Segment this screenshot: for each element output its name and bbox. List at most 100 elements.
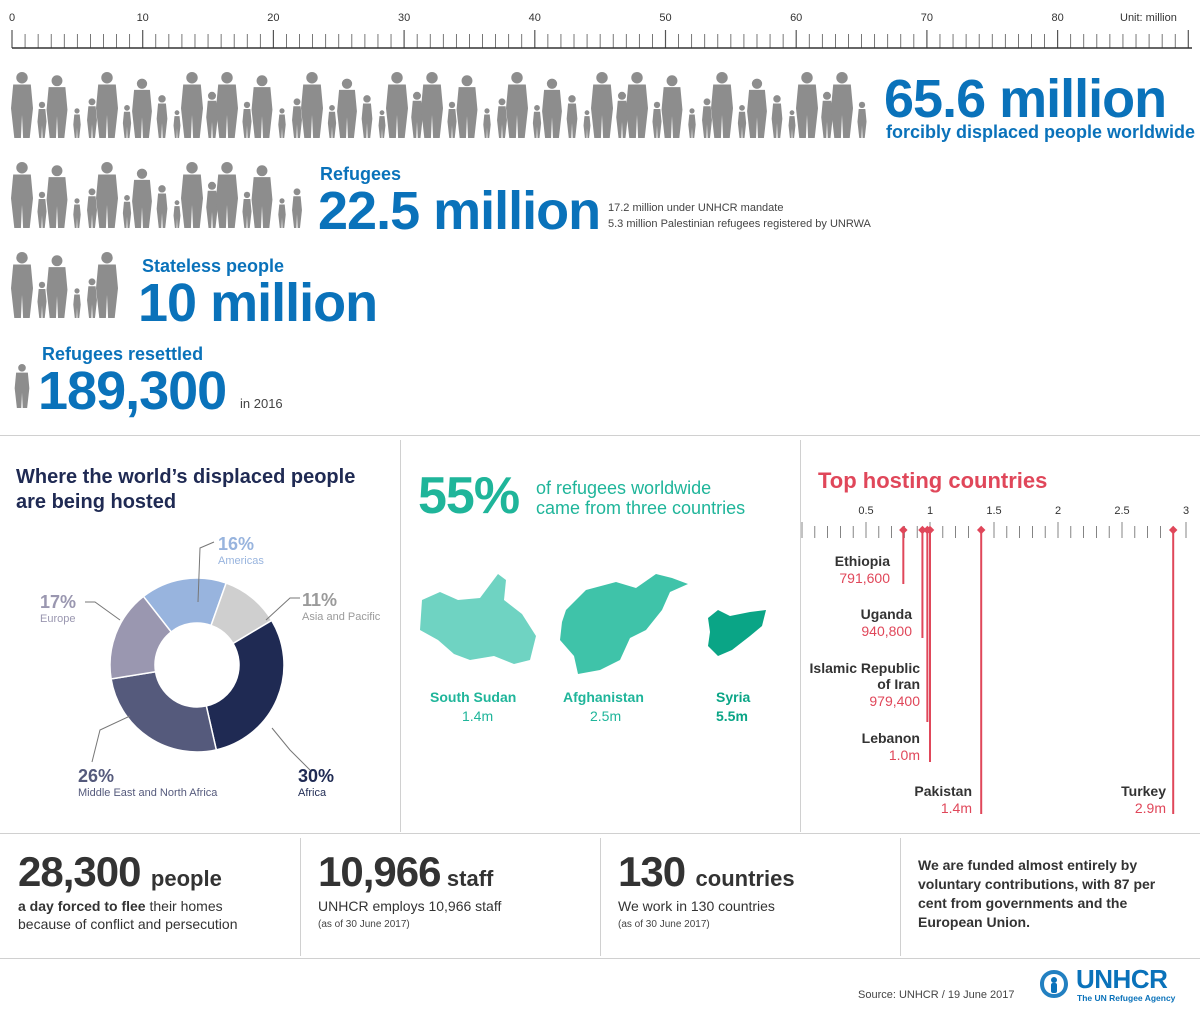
label-europe: 17% Europe xyxy=(40,592,76,625)
ruler-svg xyxy=(11,30,1192,49)
people-line-1b: their homes xyxy=(145,898,223,914)
person-silhouette xyxy=(566,95,578,138)
person-silhouette xyxy=(206,181,218,228)
hosting-tick-label: 2.5 xyxy=(1114,505,1129,517)
ruler-tick-label: 10 xyxy=(136,12,149,24)
stat-people: 28,300 people xyxy=(18,848,222,896)
person-silhouette xyxy=(11,72,33,138)
donut-slice-middle-east-and-north-africa xyxy=(110,670,218,753)
people-value: 28,300 xyxy=(18,848,141,895)
hosted-donut-chart xyxy=(85,541,311,771)
people-row-stateless xyxy=(11,252,118,318)
person-silhouette xyxy=(497,98,507,138)
person-silhouette xyxy=(661,75,683,138)
person-silhouette xyxy=(747,78,767,138)
staff-unit: staff xyxy=(446,866,494,891)
person-silhouette xyxy=(87,98,97,138)
staff-line-2: (as of 30 June 2017) xyxy=(318,919,410,930)
person-silhouette xyxy=(37,281,47,318)
afghanistan-value: 2.5m xyxy=(590,708,622,724)
hosted-title-2: are being hosted xyxy=(16,491,177,513)
stateless-label: Stateless people xyxy=(142,256,285,276)
person-silhouette xyxy=(251,75,273,138)
africa-name: Africa xyxy=(298,787,327,799)
countries-unit: countries xyxy=(695,866,795,891)
syria-map xyxy=(708,610,766,656)
countries-line-1: We work in 130 countries xyxy=(618,898,775,914)
person-silhouette xyxy=(46,75,68,138)
ruler-tick-label: 20 xyxy=(267,12,280,24)
label-africa: 30% Africa xyxy=(298,766,334,799)
person-silhouette xyxy=(96,72,118,138)
ruler-tick-label: 30 xyxy=(397,12,411,24)
divider-f2 xyxy=(600,838,601,956)
person-silhouette xyxy=(292,98,302,138)
person-silhouette xyxy=(37,101,47,138)
person-silhouette xyxy=(87,188,97,228)
stateless-value: 10 million xyxy=(138,273,378,333)
people-silhouettes xyxy=(11,72,867,408)
people-line-1: a day forced to flee their homes xyxy=(18,898,223,914)
people-unit: people xyxy=(150,866,222,891)
hosting-tick-label: 3 xyxy=(1183,505,1189,517)
hosting-tick-label: 1 xyxy=(927,505,933,517)
label-americas: 16% Americas xyxy=(218,534,264,567)
hosting-marker xyxy=(976,525,986,535)
africa-pct: 30% xyxy=(298,766,335,786)
logo-subtext: The UN Refugee Agency xyxy=(1077,993,1176,1003)
person-silhouette xyxy=(278,108,286,138)
americas-name: Americas xyxy=(218,555,264,567)
hosting-bars xyxy=(899,525,1178,814)
person-silhouette xyxy=(173,110,181,138)
stat-staff: 10,966 staff xyxy=(318,848,493,896)
countries-value: 130 xyxy=(618,848,686,895)
ruler-tick-label: 0 xyxy=(8,12,16,24)
hosting-axis: 0.5 1 1.5 2 2.5 3 xyxy=(801,505,1189,538)
person-silhouette xyxy=(361,95,373,138)
europe-name: Europe xyxy=(40,613,76,625)
divider-v2 xyxy=(800,440,801,832)
hosting-tick-label: 0.5 xyxy=(858,505,873,517)
person-silhouette xyxy=(156,95,168,138)
mena-name: Middle East and North Africa xyxy=(78,787,218,799)
person-silhouette xyxy=(278,198,286,228)
person-silhouette xyxy=(771,95,783,138)
iran-name-2: of Iran xyxy=(877,676,920,692)
funding-text: We are funded almost entirely by volunta… xyxy=(918,856,1155,932)
people-row-displaced xyxy=(11,72,867,138)
person-silhouette xyxy=(46,255,68,318)
funding-line-3: cent from governments and the xyxy=(918,895,1128,911)
divider-f3 xyxy=(900,838,901,956)
resettled-value: 189,300 xyxy=(38,361,227,421)
person-silhouette xyxy=(456,75,478,138)
refugees-label: Refugees xyxy=(320,164,402,184)
europe-pct: 17% xyxy=(40,592,77,612)
person-silhouette xyxy=(857,101,867,138)
asia-name: Asia and Pacific xyxy=(302,611,381,623)
unhcr-logo: UNHCR The UN Refugee Agency xyxy=(1036,964,1186,1006)
donut-slice-africa xyxy=(205,619,285,751)
person-silhouette xyxy=(173,200,181,228)
person-silhouette xyxy=(532,105,542,138)
person-silhouette xyxy=(292,188,302,228)
divider-v1 xyxy=(400,440,401,832)
hosting-title: Top hosting countries xyxy=(818,468,1048,493)
person-silhouette xyxy=(831,72,853,138)
label-asia: 11% Asia and Pacific xyxy=(302,590,380,623)
person-silhouette xyxy=(122,105,132,138)
turkey-name: Turkey xyxy=(1121,783,1166,799)
lebanon-name: Lebanon xyxy=(861,730,920,746)
origin-line-1: of refugees worldwide xyxy=(536,478,712,498)
funding-line-4: European Union. xyxy=(918,914,1030,930)
person-silhouette xyxy=(96,252,118,318)
person-silhouette xyxy=(821,91,833,138)
person-silhouette xyxy=(702,98,712,138)
person-silhouette xyxy=(447,101,457,138)
people-line-2: because of conflict and persecution xyxy=(18,916,238,932)
staff-value: 10,966 xyxy=(318,848,441,895)
ruler-tick-label: 50 xyxy=(659,12,672,24)
divider-bottom xyxy=(0,958,1200,959)
turkey-value: 2.9m xyxy=(1134,800,1166,816)
person-silhouette xyxy=(386,72,408,138)
person-silhouette xyxy=(122,195,132,228)
